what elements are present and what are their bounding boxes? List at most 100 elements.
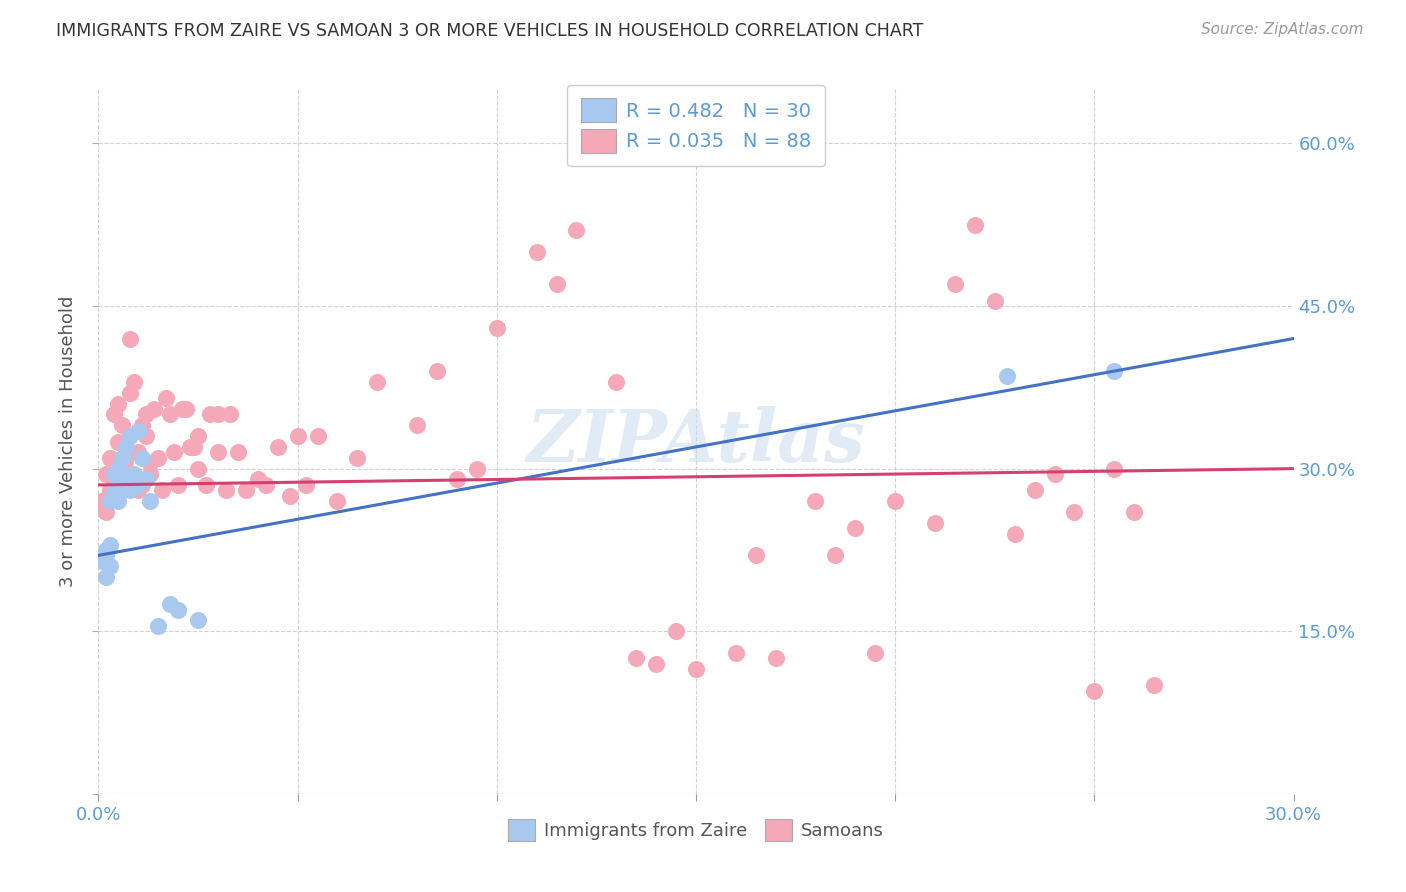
Point	[195, 478, 218, 492]
Point	[91, 494, 114, 508]
Point	[127, 445, 149, 459]
Point	[207, 445, 229, 459]
Point	[645, 657, 668, 671]
Point	[148, 619, 170, 633]
Point	[120, 429, 142, 443]
Point	[406, 418, 429, 433]
Text: Source: ZipAtlas.com: Source: ZipAtlas.com	[1201, 22, 1364, 37]
Point	[150, 483, 173, 498]
Point	[103, 467, 125, 481]
Point	[98, 483, 122, 498]
Point	[546, 277, 568, 292]
Point	[1104, 461, 1126, 475]
Point	[984, 293, 1007, 308]
Legend: Immigrants from Zaire, Samoans: Immigrants from Zaire, Samoans	[501, 812, 891, 848]
Point	[107, 434, 129, 449]
Point	[995, 369, 1018, 384]
Point	[685, 662, 707, 676]
Point	[98, 559, 122, 574]
Point	[139, 456, 162, 470]
Point	[139, 494, 162, 508]
Point	[127, 483, 149, 498]
Point	[1043, 467, 1066, 481]
Point	[1004, 526, 1026, 541]
Point	[103, 473, 125, 487]
Point	[98, 537, 122, 551]
Point	[103, 408, 125, 422]
Point	[187, 614, 209, 628]
Point	[183, 440, 205, 454]
Point	[1083, 684, 1105, 698]
Point	[226, 445, 249, 459]
Point	[107, 396, 129, 410]
Point	[366, 375, 388, 389]
Point	[159, 597, 181, 611]
Text: ZIPAtlas: ZIPAtlas	[527, 406, 865, 477]
Point	[1123, 505, 1146, 519]
Point	[98, 494, 122, 508]
Point	[120, 385, 142, 400]
Point	[159, 408, 181, 422]
Point	[111, 483, 134, 498]
Point	[844, 521, 866, 535]
Point	[326, 494, 349, 508]
Point	[963, 218, 986, 232]
Point	[120, 483, 142, 498]
Point	[605, 375, 627, 389]
Point	[745, 549, 768, 563]
Point	[307, 429, 329, 443]
Point	[215, 483, 238, 498]
Y-axis label: 3 or more Vehicles in Household: 3 or more Vehicles in Household	[59, 296, 77, 587]
Point	[131, 450, 153, 465]
Point	[1143, 678, 1166, 692]
Point	[91, 554, 114, 568]
Point	[167, 478, 190, 492]
Point	[135, 429, 157, 443]
Point	[135, 408, 157, 422]
Point	[155, 391, 177, 405]
Point	[111, 418, 134, 433]
Point	[127, 424, 149, 438]
Point	[485, 320, 508, 334]
Point	[120, 332, 142, 346]
Point	[1024, 483, 1046, 498]
Point	[526, 244, 548, 259]
Point	[824, 549, 846, 563]
Point	[111, 450, 134, 465]
Point	[107, 494, 129, 508]
Point	[1104, 364, 1126, 378]
Point	[254, 478, 277, 492]
Point	[924, 516, 946, 530]
Point	[626, 651, 648, 665]
Point	[187, 461, 209, 475]
Point	[131, 478, 153, 492]
Point	[174, 402, 197, 417]
Point	[1063, 505, 1085, 519]
Point	[127, 478, 149, 492]
Text: IMMIGRANTS FROM ZAIRE VS SAMOAN 3 OR MORE VEHICLES IN HOUSEHOLD CORRELATION CHAR: IMMIGRANTS FROM ZAIRE VS SAMOAN 3 OR MOR…	[56, 22, 924, 40]
Point	[115, 461, 138, 475]
Point	[96, 467, 118, 481]
Point	[267, 440, 290, 454]
Point	[565, 223, 588, 237]
Point	[187, 429, 209, 443]
Point	[665, 624, 688, 639]
Point	[96, 549, 118, 563]
Point	[198, 408, 221, 422]
Point	[346, 450, 368, 465]
Point	[96, 570, 118, 584]
Point	[294, 478, 316, 492]
Point	[139, 467, 162, 481]
Point	[143, 402, 166, 417]
Point	[446, 473, 468, 487]
Point	[124, 467, 146, 481]
Point	[103, 483, 125, 498]
Point	[111, 478, 134, 492]
Point	[96, 505, 118, 519]
Point	[163, 445, 186, 459]
Point	[246, 473, 269, 487]
Point	[207, 408, 229, 422]
Point	[111, 467, 134, 481]
Point	[465, 461, 488, 475]
Point	[287, 429, 309, 443]
